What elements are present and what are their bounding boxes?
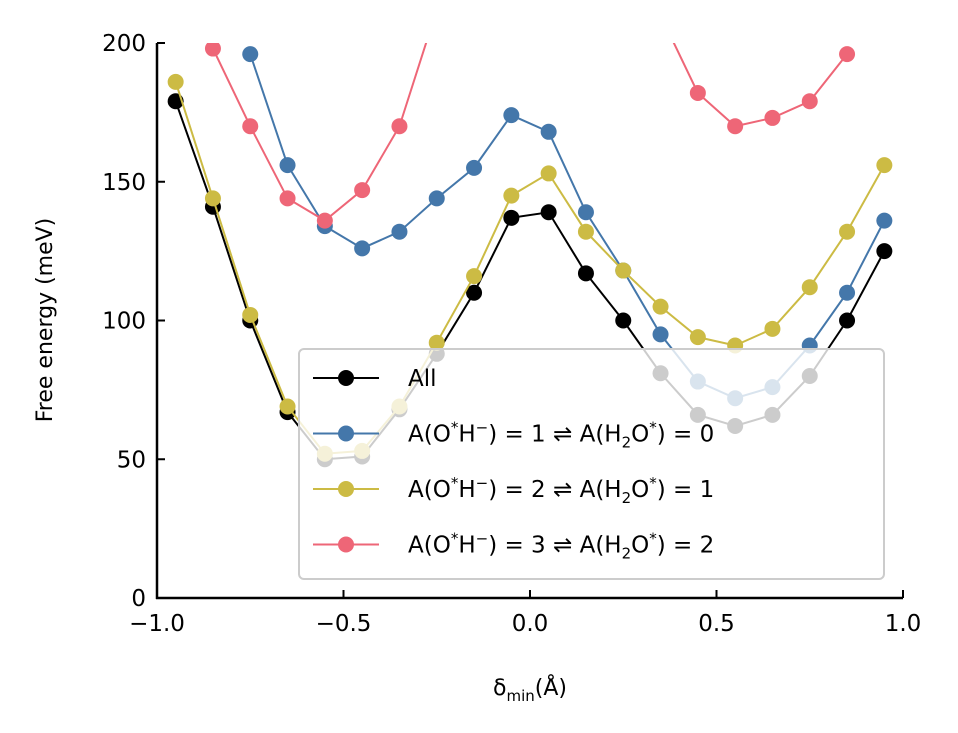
- series-1-point-11: [652, 326, 669, 343]
- x-tick-label-0: −1.0: [129, 611, 185, 637]
- series-2-point-3: [279, 398, 296, 415]
- legend-box: [298, 348, 885, 580]
- series-2-point-7: [428, 334, 445, 351]
- legend-label-2: A(O*H−) = 2 ⇌ A(H2O*) = 1: [408, 474, 714, 507]
- x-tick-label-2: 0.0: [512, 611, 549, 637]
- series-0-point-11: [577, 265, 594, 282]
- series-0-point-10: [540, 204, 557, 221]
- series-0-point-12: [615, 312, 632, 329]
- legend-marker-2: [338, 481, 354, 497]
- series-0-point-9: [503, 209, 520, 226]
- series-2-point-18: [839, 223, 856, 240]
- series-1-point-17: [876, 212, 893, 229]
- x-tick-label-3: 0.5: [698, 611, 735, 637]
- series-3-point-4: [316, 212, 333, 229]
- series-2-point-1: [204, 190, 221, 207]
- series-3-point-10: [727, 118, 744, 135]
- series-1-point-9: [577, 204, 594, 221]
- series-3-point-5: [354, 182, 371, 199]
- x-tick-label-4: 1.0: [885, 611, 922, 637]
- series-1-point-3: [354, 240, 371, 257]
- series-2-point-2: [242, 306, 259, 323]
- legend-marker-0: [338, 370, 354, 386]
- series-3-point-3: [279, 190, 296, 207]
- y-tick-label-3: 150: [102, 170, 146, 196]
- legend-entry-3: A(O*H−) = 3 ⇌ A(H2O*) = 2: [313, 530, 714, 563]
- series-3-point-11: [764, 109, 781, 126]
- series-1-point-16: [839, 284, 856, 301]
- y-tick-label-2: 100: [102, 309, 146, 335]
- series-1-point-0: [242, 46, 259, 63]
- series-3-point-13: [839, 46, 856, 63]
- series-1-point-5: [428, 190, 445, 207]
- series-3-point-7: [429, 2, 445, 18]
- series-0-point-19: [876, 243, 893, 260]
- series-2-point-11: [577, 223, 594, 240]
- series-2-point-0: [167, 73, 184, 90]
- series-1-point-4: [391, 223, 408, 240]
- series-2-point-19: [876, 157, 893, 174]
- series-1-point-7: [503, 107, 520, 124]
- series-2-point-16: [764, 320, 781, 337]
- y-axis-title: Free energy (meV): [33, 218, 58, 423]
- legend-entry-0: All: [313, 366, 437, 392]
- legend-entry-2: A(O*H−) = 2 ⇌ A(H2O*) = 1: [313, 474, 714, 507]
- legend-label-1: A(O*H−) = 1 ⇌ A(H2O*) = 0: [408, 419, 714, 452]
- series-2-point-14: [689, 329, 706, 346]
- series-1-point-6: [466, 159, 483, 176]
- y-tick-label-1: 50: [117, 447, 146, 473]
- series-2-point-13: [652, 298, 669, 315]
- series-2-point-10: [540, 165, 557, 182]
- series-2-point-8: [466, 268, 483, 285]
- series-3-point-2: [242, 118, 259, 135]
- x-axis-title: δmin(Å): [493, 674, 567, 705]
- x-tick-label-1: −0.5: [316, 611, 372, 637]
- legend-entry-1: A(O*H−) = 1 ⇌ A(H2O*) = 0: [313, 419, 714, 452]
- y-tick-label-4: 200: [102, 31, 146, 57]
- series-3-point-8: [653, 7, 669, 23]
- series-3-point-9: [689, 84, 706, 101]
- series-1-line: [249, 53, 886, 400]
- series-2-point-17: [801, 279, 818, 296]
- series-3-point-0: [168, 0, 184, 9]
- series-0-point-8: [466, 284, 483, 301]
- series-3-point-6: [391, 118, 408, 135]
- series-0-point-18: [839, 312, 856, 329]
- legend-marker-3: [338, 536, 354, 553]
- series-3: [168, 0, 856, 229]
- legend-label-0: All: [408, 366, 437, 392]
- series-2-point-9: [503, 187, 520, 204]
- series-1-point-8: [540, 123, 557, 140]
- series-3-point-1: [204, 43, 221, 57]
- legend-label-3: A(O*H−) = 3 ⇌ A(H2O*) = 2: [408, 530, 714, 563]
- y-tick-label-0: 0: [131, 586, 146, 612]
- series-3-point-12: [801, 93, 818, 110]
- legend-marker-1: [338, 425, 354, 442]
- series-2-point-12: [615, 262, 632, 279]
- series-1-point-1: [279, 157, 296, 174]
